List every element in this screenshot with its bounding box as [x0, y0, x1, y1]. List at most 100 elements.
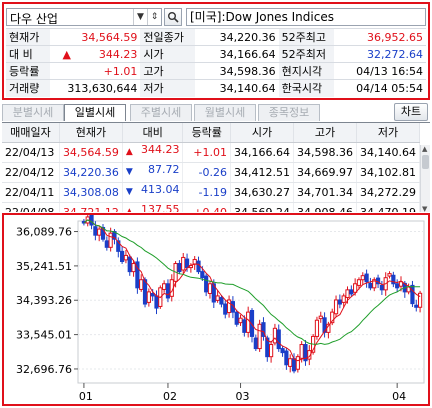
quote-label: 대 비 — [6, 45, 51, 63]
scroll-down-icon[interactable]: ▼ — [422, 205, 428, 212]
open-cell: 34,569.24 — [230, 202, 294, 212]
scroll-thumb[interactable] — [422, 155, 429, 169]
tab-2[interactable]: 주별시세 — [130, 104, 192, 121]
candle-body — [131, 263, 136, 273]
x-tick-label: 04 — [392, 390, 406, 403]
open-cell: 34,412.51 — [230, 162, 294, 183]
quote-row: 등락률 +1.01 고가 34,598.36 현지시각 04/13 16:54 — [6, 62, 426, 80]
candle-body — [288, 358, 293, 367]
close-cell: 34,308.08 — [59, 182, 123, 203]
candle-body — [318, 315, 323, 320]
table-row[interactable]: 22/04/13 34,564.59 ▲ 344.23 +1.01 34,166.64 34… — [2, 142, 421, 163]
quote-value: 04/14 05:54 — [333, 79, 426, 97]
scroll-up-icon[interactable]: ▲ — [422, 145, 428, 153]
table-row[interactable]: 22/04/11 34,308.08 ▼ 413.04 -1.19 34,630.27 34… — [2, 182, 421, 203]
arrow-up-icon: ▲ — [125, 206, 133, 213]
candle-body — [226, 299, 232, 314]
candle-body — [146, 291, 151, 303]
table-row[interactable]: 22/04/12 34,220.36 ▼ 87.72 -0.26 34,412.51 34,… — [2, 162, 421, 183]
candle-body — [398, 281, 404, 287]
y-tick-label: 34,393.26 — [16, 294, 72, 307]
candle-body — [127, 256, 132, 273]
high-cell: 34,701.34 — [293, 182, 357, 203]
arrow-up-icon: ▲ — [125, 146, 133, 157]
moving-average-line — [83, 219, 421, 345]
column-header[interactable]: 대비 — [122, 123, 184, 143]
spin-arrows-icon[interactable]: ⇕ — [147, 9, 161, 25]
y-tick-label: 35,241.51 — [16, 260, 72, 273]
diff-cell: ▼ 413.04 — [122, 182, 184, 203]
market-select-buttons: ▼ ⇕ — [133, 9, 161, 25]
candle-body — [108, 232, 113, 248]
column-header[interactable]: 현재가 — [59, 123, 123, 143]
tab-bar: 차트 분별시세 일별시세 주별시세 월별시세 종목정보 — [2, 103, 430, 122]
candle-body — [215, 295, 220, 301]
quote-label: 현재가 — [6, 28, 51, 46]
daily-price-grid: 매매일자 현재가 대비 등락률 시가 고가 저가 22/04/13 34,564.59 ▲ 344.… — [2, 122, 430, 212]
candle-body — [360, 275, 365, 281]
quote-label: 시가 — [140, 45, 195, 63]
chevron-down-icon[interactable]: ▼ — [137, 12, 144, 22]
rate-cell: +1.01 — [182, 142, 232, 163]
chart-button[interactable]: 차트 — [394, 103, 428, 121]
column-header[interactable]: 고가 — [293, 123, 357, 143]
candle-body — [123, 254, 129, 261]
quote-value: 313,630,644 — [50, 79, 141, 97]
candle-body — [280, 348, 285, 354]
candle-body — [246, 311, 251, 333]
arrow-down-icon: ▼ — [125, 166, 133, 177]
tab-0[interactable]: 분별시세 — [2, 104, 64, 121]
market-select-value: 다우 산업 — [10, 12, 58, 26]
tab-1[interactable]: 일별시세 — [64, 104, 126, 121]
candle-body — [261, 322, 266, 337]
low-cell: 34,470.19 — [356, 202, 421, 212]
column-header[interactable]: 매매일자 — [2, 123, 60, 143]
candle-body — [414, 304, 419, 308]
candle-body — [234, 311, 239, 325]
high-cell: 34,598.36 — [293, 142, 357, 163]
close-cell: 34,721.12 — [59, 202, 123, 212]
quote-panel: 다우 산업 ▼ ⇕ [미국]:Dow Jones Indices 현재가 34,5… — [2, 2, 430, 100]
symbol-name-field[interactable]: [미국]:Dow Jones Indices — [186, 8, 426, 26]
quote-label: 52주최고 — [278, 28, 334, 46]
diff-value: 344.23 — [140, 142, 180, 156]
candle-body — [196, 260, 201, 273]
candle-body — [204, 275, 209, 293]
candle-body — [303, 344, 308, 362]
candle-body — [249, 310, 255, 337]
column-header[interactable]: 저가 — [356, 123, 421, 143]
candle-body — [395, 283, 400, 289]
quote-label: 한국시각 — [278, 79, 334, 97]
selector-row: 다우 산업 ▼ ⇕ [미국]:Dow Jones Indices — [6, 6, 426, 26]
quote-row: 현재가 34,564.59 전일종가 34,220.36 52주최고 36,952.65 — [6, 28, 426, 46]
rate-cell: +0.40 — [182, 202, 232, 212]
quote-value: 32,272.64 — [333, 45, 426, 63]
candle-body — [192, 258, 197, 265]
y-tick-label: 32,696.76 — [16, 363, 72, 376]
tab-4[interactable]: 종목정보 — [258, 104, 320, 121]
candle-body — [139, 279, 144, 290]
table-scrollbar[interactable]: ▲ ▼ — [420, 145, 430, 212]
candle-body — [150, 292, 155, 297]
candle-body — [333, 299, 339, 315]
candle-body — [257, 323, 262, 350]
candle-body — [238, 317, 243, 324]
quote-value: 36,952.65 — [333, 28, 426, 46]
quote-label: 거래량 — [6, 79, 51, 97]
table-row[interactable]: 22/04/08 34,721.12 ▲ 137.55 +0.40 34,569.24 34… — [2, 202, 421, 213]
price-chart[interactable]: 36,089.76 35,241.51 34,393.26 33,545.01 32,6… — [2, 213, 430, 406]
daily-table: 매매일자 현재가 대비 등락률 시가 고가 저가 22/04/13 34,564.59 ▲ 344.… — [2, 123, 421, 213]
candle-body — [181, 256, 186, 271]
quote-value: 34,166.64 — [194, 45, 279, 63]
candle-body — [135, 261, 140, 289]
quote-row: 대 비 ▲ 344.23 시가 34,166.64 52주최저 32,272.64 — [6, 45, 426, 63]
candle-body — [120, 250, 125, 262]
column-header[interactable]: 등락률 — [182, 123, 232, 143]
search-button[interactable] — [164, 8, 182, 26]
market-select[interactable]: 다우 산업 ▼ ⇕ — [6, 8, 162, 26]
candle-body — [162, 283, 167, 290]
tab-3[interactable]: 월별시세 — [194, 104, 256, 121]
column-header[interactable]: 시가 — [230, 123, 294, 143]
candle-body — [330, 311, 335, 324]
candle-body — [387, 273, 392, 277]
